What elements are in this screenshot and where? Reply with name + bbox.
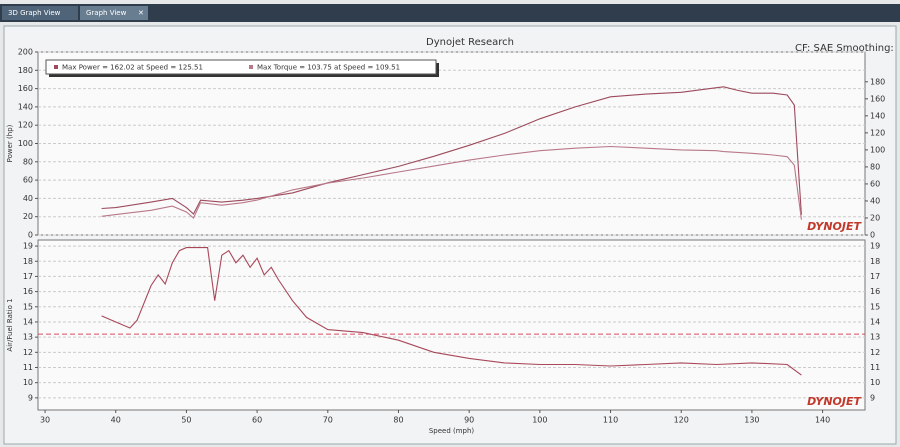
series-line [101, 145, 802, 220]
y-tick-label: 19 [23, 242, 33, 251]
y2-tick-label: 14 [870, 317, 880, 326]
x-tick-label: 60 [252, 416, 262, 425]
x-tick-label: 140 [815, 416, 830, 425]
y-tick-label: 13 [23, 333, 33, 342]
y2-tick-label: 17 [870, 272, 880, 281]
x-tick-label: 50 [181, 416, 191, 425]
y-axis-label: Air/Fuel Ratio 1 [6, 298, 14, 351]
y2-tick-label: 13 [870, 333, 880, 342]
y2-tick-label: 9 [870, 393, 875, 402]
logo: DYNOJET [807, 395, 862, 408]
y2-tick-label: 180 [870, 77, 885, 86]
y-tick-label: 0 [28, 231, 33, 240]
x-tick-label: 70 [323, 416, 333, 425]
x-tick-label: 120 [674, 416, 689, 425]
y-tick-label: 15 [23, 302, 33, 311]
tab[interactable] [2, 6, 78, 20]
tab-label[interactable]: Graph View [86, 9, 127, 17]
y2-tick-label: 140 [870, 111, 885, 120]
y-tick-label: 200 [18, 48, 33, 57]
x-tick-label: 40 [111, 416, 121, 425]
y-tick-label: 120 [18, 121, 33, 130]
x-tick-label: 100 [532, 416, 547, 425]
logo: DYNOJET [807, 220, 862, 233]
y2-tick-label: 160 [870, 94, 885, 103]
y2-tick-label: 20 [870, 213, 880, 222]
y2-tick-label: 19 [870, 242, 880, 251]
legend-marker [249, 65, 253, 69]
y-axis-label: Power (hp) [6, 124, 14, 162]
y2-tick-label: 120 [870, 128, 885, 137]
y-tick-label: 12 [23, 348, 33, 357]
y2-tick-label: 100 [870, 145, 885, 154]
legend-label: Max Power = 162.02 at Speed = 125.51 [62, 64, 203, 72]
tab[interactable] [80, 6, 148, 20]
y-tick-label: 160 [18, 84, 33, 93]
y2-tick-label: 40 [870, 196, 880, 205]
x-axis-label: Speed (mph) [429, 427, 475, 435]
x-tick-label: 90 [464, 416, 474, 425]
y2-tick-label: 60 [870, 179, 880, 188]
y-tick-label: 180 [18, 66, 33, 75]
y-tick-label: 18 [23, 257, 33, 266]
x-tick-label: 30 [40, 416, 50, 425]
y-tick-label: 14 [23, 317, 33, 326]
y2-tick-label: 18 [870, 257, 880, 266]
series-line [101, 247, 802, 376]
tab-close[interactable]: ✕ [138, 9, 144, 17]
y-tick-label: 9 [28, 393, 33, 402]
legend-label: Max Torque = 103.75 at Speed = 109.51 [257, 64, 400, 72]
note: CF: SAE Smoothing: [795, 43, 894, 54]
legend-marker [54, 65, 58, 69]
tab-label[interactable]: 3D Graph View [8, 9, 61, 17]
y-tick-label: 80 [23, 157, 33, 166]
y-tick-label: 10 [23, 378, 33, 387]
y-tick-label: 20 [23, 212, 33, 221]
y-tick-label: 16 [23, 287, 33, 296]
y2-tick-label: 11 [870, 363, 880, 372]
tab-strip [0, 4, 900, 22]
y2-tick-label: 10 [870, 378, 880, 387]
y2-tick-label: 80 [870, 162, 880, 171]
plot-area [37, 239, 866, 411]
x-tick-label: 130 [744, 416, 759, 425]
y2-tick-label: 12 [870, 348, 880, 357]
y2-tick-label: 16 [870, 287, 880, 296]
y-tick-label: 40 [23, 194, 33, 203]
series-line [101, 86, 802, 215]
x-tick-label: 110 [603, 416, 618, 425]
y-tick-label: 17 [23, 272, 33, 281]
x-tick-label: 80 [393, 416, 403, 425]
y-tick-label: 11 [23, 363, 33, 372]
y2-tick-label: 15 [870, 302, 880, 311]
y-tick-label: 100 [18, 139, 33, 148]
y2-tick-label: 0 [870, 231, 875, 240]
y-tick-label: 140 [18, 102, 33, 111]
y-tick-label: 60 [23, 176, 33, 185]
legend [45, 59, 437, 75]
title: Dynojet Research [426, 37, 514, 48]
